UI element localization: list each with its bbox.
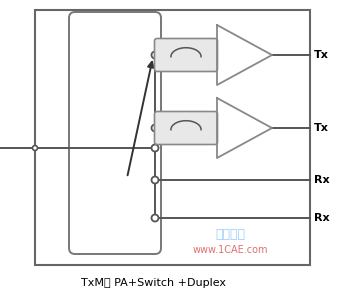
Circle shape bbox=[152, 177, 158, 184]
Text: Tx: Tx bbox=[314, 50, 329, 60]
Text: www.1CAE.com: www.1CAE.com bbox=[192, 245, 268, 255]
Bar bbox=[35, 10, 310, 265]
Circle shape bbox=[152, 145, 158, 152]
Text: Rx: Rx bbox=[314, 213, 330, 223]
Text: Rx: Rx bbox=[314, 175, 330, 185]
Text: TxM（ PA+Switch +Duplex: TxM（ PA+Switch +Duplex bbox=[81, 278, 226, 288]
Text: 仿真在线: 仿真在线 bbox=[215, 228, 245, 241]
Circle shape bbox=[152, 52, 158, 58]
FancyBboxPatch shape bbox=[154, 112, 217, 145]
Circle shape bbox=[152, 215, 158, 221]
Circle shape bbox=[152, 125, 158, 132]
FancyBboxPatch shape bbox=[154, 38, 217, 72]
Text: Tx: Tx bbox=[314, 123, 329, 133]
Circle shape bbox=[32, 145, 37, 151]
